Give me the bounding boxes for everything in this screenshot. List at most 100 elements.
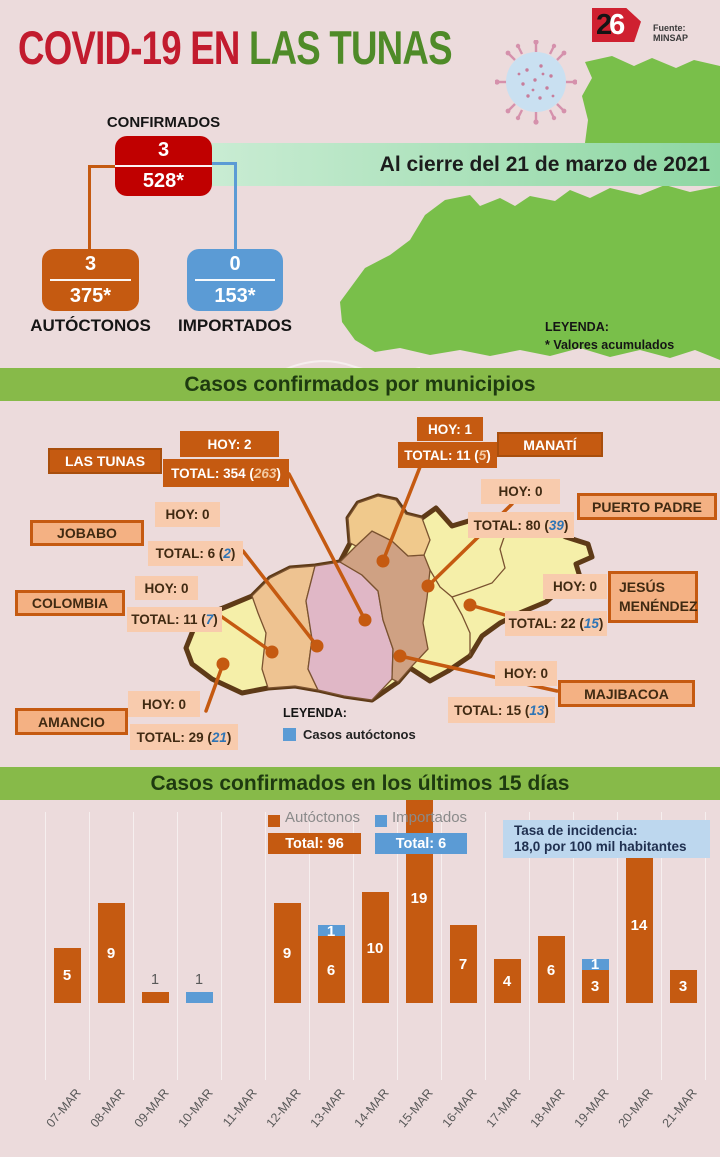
- section-banner-municipios: Casos confirmados por municipios: [0, 368, 720, 401]
- bar-autoctonos: [405, 792, 433, 1003]
- callout-hoy-manati: HOY: 1: [417, 417, 483, 441]
- autoctonos-box: 3 375*: [42, 249, 139, 311]
- bar-autoctonos: [97, 903, 125, 1003]
- total-suffix: ): [598, 616, 604, 631]
- total-suffix: ): [486, 447, 491, 463]
- total-prefix: TOTAL: 22 (: [508, 616, 584, 631]
- chart-gridline: [397, 812, 398, 1080]
- total-autoctonos: 13: [529, 702, 545, 718]
- logo-digit-6: 6: [609, 8, 625, 41]
- callout-hoy-jesus-menendez: HOY: 0: [543, 574, 607, 599]
- total-autoctonos-badge: Total: 96: [268, 833, 361, 854]
- callout-hoy-jobabo: HOY: 0: [155, 502, 220, 527]
- bar-value-autoctonos: 6: [326, 961, 336, 979]
- total-prefix: TOTAL: 11 (: [131, 612, 206, 627]
- bar-autoctonos: [273, 903, 301, 1003]
- leader-dots: [216, 554, 477, 671]
- bar-value-autoctonos: 19: [410, 889, 428, 907]
- callout-total-colombia: TOTAL: 11 (7): [127, 607, 222, 632]
- chart-gridline: [45, 812, 46, 1080]
- chart-gridline: [705, 812, 706, 1080]
- chart-gridline: [485, 812, 486, 1080]
- total-prefix: TOTAL: 15 (: [454, 702, 530, 718]
- total-autoctonos: 7: [205, 612, 214, 627]
- bar-value-autoctonos: 9: [282, 945, 292, 963]
- confirmados-label: CONFIRMADOS: [106, 114, 221, 131]
- map-legend-item: Casos autóctonos: [283, 727, 416, 742]
- bar-value-autoctonos: 4: [502, 972, 512, 990]
- callout-name-jobabo: JOBABO: [30, 520, 144, 546]
- bar-value-importados: 1: [194, 971, 204, 988]
- bar-importados: [581, 958, 609, 970]
- page-title: COVID-19 EN LAS TUNAS: [18, 20, 453, 75]
- callout-total-puerto-padre: TOTAL: 80 (39): [468, 512, 574, 538]
- section-banner-chart: Casos confirmados en los últimos 15 días: [0, 767, 720, 800]
- incidence-rate-panel: Tasa de incidencia: 18,0 por 100 mil hab…: [503, 820, 710, 858]
- blue-square-icon: [283, 728, 296, 741]
- title-lastunas: LAS TUNAS: [248, 21, 453, 74]
- logo-digit-2: 2: [596, 8, 612, 41]
- map-section: LAS TUNAS HOY: 2 TOTAL: 354 (263) HOY: 1…: [0, 401, 720, 767]
- bar-value-autoctonos: 3: [590, 978, 600, 996]
- bar-value-autoctonos: 7: [458, 956, 468, 974]
- top-legend: LEYENDA: * Valores acumulados: [545, 318, 674, 354]
- chart-gridline: [265, 812, 266, 1080]
- bar-autoctonos: [449, 925, 477, 1003]
- leader-lines: [204, 465, 559, 713]
- callout-total-jobabo: TOTAL: 6 (2): [148, 541, 243, 566]
- bar-autoctonos: [493, 958, 521, 1003]
- callout-name-colombia: COLOMBIA: [15, 590, 125, 616]
- chart-gridline: [617, 812, 618, 1080]
- callout-name-puerto-padre: PUERTO PADRE: [577, 493, 717, 520]
- source-credit: Fuente: MINSAP: [653, 23, 689, 43]
- chart-gridline: [573, 812, 574, 1080]
- chart-gridline: [221, 812, 222, 1080]
- map-legend-title: LEYENDA:: [283, 706, 347, 720]
- green-land-province: [340, 185, 720, 360]
- total-suffix: ): [563, 517, 569, 533]
- total-suffix: ): [276, 465, 281, 481]
- green-land-northeast: [582, 56, 720, 143]
- legend-label-importados: Importados: [392, 809, 468, 826]
- confirmados-hoy: 3: [157, 139, 170, 161]
- background-map-art: [285, 56, 720, 374]
- callout-total-jesus-menendez: TOTAL: 22 (15): [505, 611, 607, 636]
- bar-importados: [185, 991, 213, 1003]
- chart-gridline: [133, 812, 134, 1080]
- total-suffix: ): [544, 702, 549, 718]
- callout-hoy-las-tunas: HOY: 2: [180, 431, 279, 457]
- map-border-puerto-padre-jesus-menendez: [429, 525, 509, 598]
- total-prefix: TOTAL: 29 (: [136, 729, 212, 745]
- confirmados-box: 3 528*: [115, 136, 212, 196]
- chart-gridline: [441, 812, 442, 1080]
- bar-autoctonos: [317, 936, 345, 1003]
- bar-value-autoctonos: 6: [546, 961, 556, 979]
- callout-total-amancio: TOTAL: 29 (21): [130, 724, 238, 750]
- total-autoctonos: 15: [583, 616, 599, 631]
- legend-swatch-autoctonos: [268, 815, 280, 827]
- callout-hoy-majibacoa: HOY: 0: [495, 661, 557, 686]
- closing-date-banner: Al cierre del 21 de marzo de 2021: [210, 143, 720, 186]
- chart-section: 5 07-MAR 9 08-MAR 1 09-MAR 1 10-MAR 11-MAR 9 12-MA…: [0, 779, 720, 1157]
- callout-name-amancio: AMANCIO: [15, 708, 128, 735]
- callout-hoy-amancio: HOY: 0: [128, 691, 200, 717]
- connector-autoctonos-horizontal: [88, 165, 116, 168]
- chart-gridline: [89, 812, 90, 1080]
- map-municipio-manati: [347, 495, 431, 557]
- confirmados-acumulado: 528*: [115, 165, 212, 196]
- chart-gridline: [177, 812, 178, 1080]
- autoctonos-label: AUTÓCTONOS: [30, 316, 151, 335]
- connector-autoctonos-vertical: [88, 165, 91, 250]
- callout-hoy-puerto-padre: HOY: 0: [481, 479, 560, 504]
- bar-value-importados: 1: [326, 922, 336, 940]
- connector-importados-vertical: [234, 162, 237, 250]
- top-legend-note: * Valores acumulados: [545, 338, 675, 352]
- title-covid: COVID-19 EN: [18, 21, 240, 74]
- callout-name-las-tunas: LAS TUNAS: [48, 448, 162, 474]
- importados-box: 0 153*: [187, 249, 283, 311]
- total-suffix: ): [230, 546, 236, 561]
- bar-value-autoctonos: 3: [678, 978, 688, 996]
- bar-autoctonos: [361, 892, 389, 1003]
- callout-total-manati: TOTAL: 11 (5): [398, 442, 497, 468]
